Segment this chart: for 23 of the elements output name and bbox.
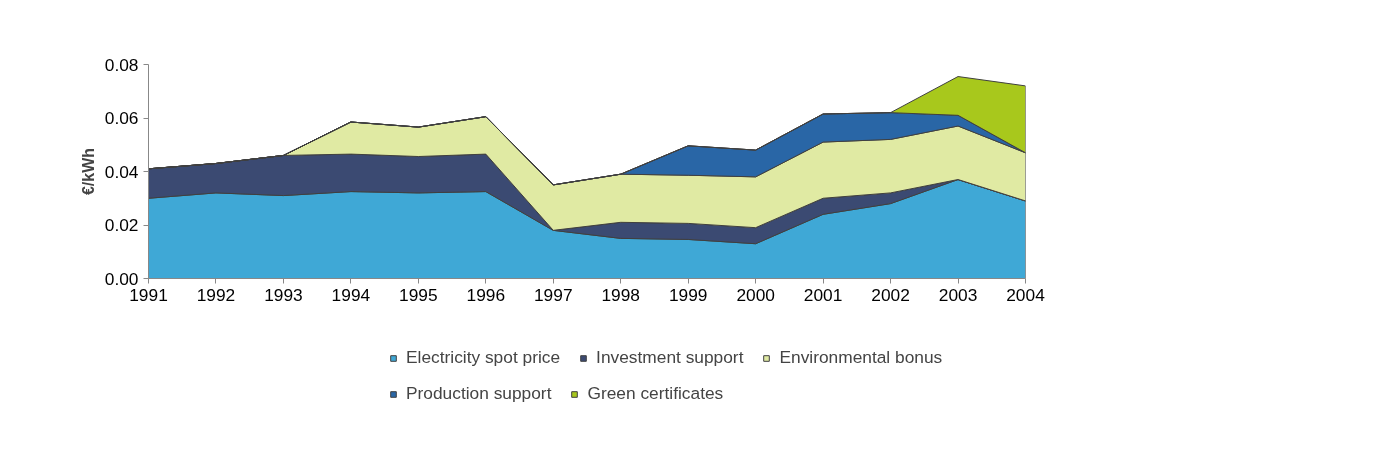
y-tick-label: 0.06 xyxy=(104,108,139,128)
x-tick-label: 2002 xyxy=(871,284,910,305)
y-tick-label: 0.08 xyxy=(104,54,139,75)
legend-label: Production support xyxy=(406,383,552,404)
y-tick-label: 0.04 xyxy=(104,161,139,182)
x-tick-label: 1994 xyxy=(331,284,371,305)
x-tick-label: 2003 xyxy=(938,284,978,305)
x-tick-label: 1996 xyxy=(466,284,506,305)
y-tick-label: 0.02 xyxy=(104,215,139,235)
x-tick-label: 2000 xyxy=(736,284,775,305)
x-tick-label: 1993 xyxy=(264,284,303,305)
legend-label: Electricity spot price xyxy=(406,347,561,368)
x-tick-label: 1995 xyxy=(399,284,438,305)
y-axis-title: €/kWh xyxy=(79,147,97,196)
legend-label: Green certificates xyxy=(587,383,724,404)
legend-label: Environmental bonus xyxy=(779,347,943,368)
x-tick-label: 1998 xyxy=(601,284,641,305)
x-tick-label: 2001 xyxy=(803,284,843,305)
x-tick-label: 2004 xyxy=(1006,284,1046,305)
x-tick-label: 1992 xyxy=(196,284,236,305)
legend-label: Investment support xyxy=(596,347,744,368)
x-tick-label: 1997 xyxy=(534,284,573,305)
x-tick-label: 1999 xyxy=(668,284,708,305)
